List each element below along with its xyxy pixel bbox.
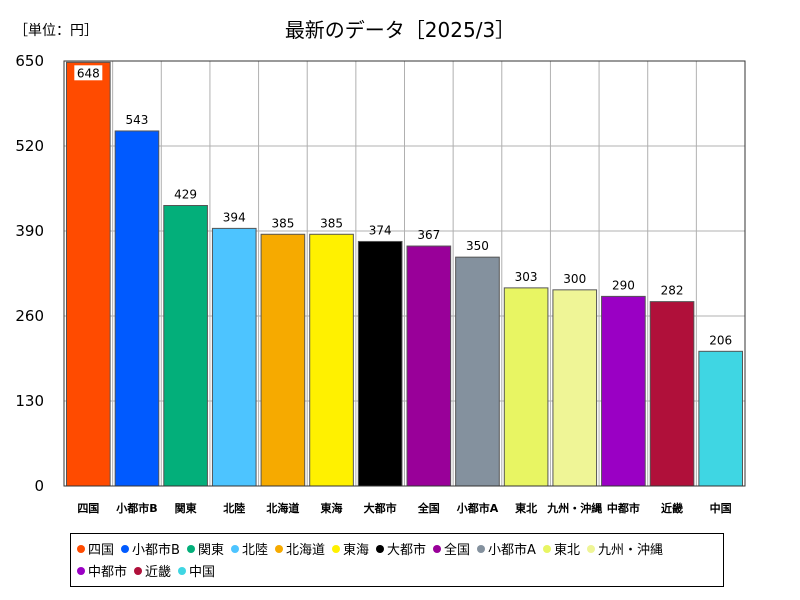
x-tick-label: 関東 <box>175 501 198 515</box>
data-label: 374 <box>369 223 392 237</box>
data-label: 303 <box>515 270 538 284</box>
x-tick-label: 小都市A <box>456 501 499 515</box>
bar <box>66 61 111 487</box>
bar <box>211 227 257 487</box>
legend-item: 関東 <box>186 540 224 562</box>
legend-item: 北陸 <box>230 540 268 562</box>
data-label: 648 <box>77 66 100 80</box>
legend-label: 四国 <box>88 543 115 558</box>
x-tick-label: 四国 <box>77 502 99 515</box>
y-tick-label: 0 <box>34 477 44 495</box>
data-label-background <box>74 65 103 81</box>
bar <box>552 289 598 487</box>
data-label: 543 <box>126 113 149 127</box>
legend-label: 九州・沖縄 <box>597 543 663 558</box>
x-tick-label: 中国 <box>710 501 732 515</box>
data-label: 394 <box>223 210 246 224</box>
chart-legend: 四国 小都市B 関東 北陸 北海道 東海 大都市 全国 小都市A 東北 九州・沖縄中都市 近畿 中国 <box>70 533 724 587</box>
x-tick-label: 九州・沖縄 <box>546 501 602 515</box>
legend-label: 小都市B <box>132 543 180 558</box>
y-tick-label: 650 <box>15 52 44 70</box>
y-tick-label: 260 <box>15 307 44 325</box>
x-tick-label: 東北 <box>515 501 537 515</box>
x-tick-label: 小都市B <box>115 501 157 515</box>
legend-swatch <box>376 545 384 553</box>
data-label: 282 <box>661 284 684 298</box>
legend-item: 東北 <box>542 540 580 562</box>
legend-swatch <box>274 545 283 553</box>
legend-label: 大都市 <box>387 543 427 558</box>
x-tick-label: 近畿 <box>661 501 683 515</box>
x-tick-label: 大都市 <box>364 501 397 515</box>
x-tick-label: 北海道 <box>266 501 299 515</box>
legend-item: 中国 <box>178 562 215 584</box>
bar <box>309 233 354 487</box>
legend-item: 小都市B <box>121 540 180 562</box>
legend-swatch <box>477 545 486 553</box>
data-label: 367 <box>417 228 440 242</box>
plot-border <box>63 60 746 487</box>
bar <box>698 350 743 487</box>
legend-item: 近畿 <box>134 562 171 584</box>
legend-label: 北陸 <box>241 543 268 558</box>
bar <box>260 233 306 487</box>
legend-swatch <box>433 545 442 553</box>
y-tick-label: 520 <box>15 137 44 155</box>
bar <box>357 240 403 487</box>
bar <box>649 301 695 487</box>
legend-item: 小都市A <box>477 540 536 562</box>
y-tick-label: 390 <box>15 222 44 240</box>
legend-label: 関東 <box>197 543 224 558</box>
legend-item: 四国 <box>77 540 114 562</box>
legend-swatch <box>77 545 85 553</box>
data-label: 206 <box>709 333 732 347</box>
legend-swatch <box>178 567 187 575</box>
legend-swatch <box>542 545 551 553</box>
y-tick-label: 130 <box>15 392 44 410</box>
bar <box>406 245 452 487</box>
x-tick-label: 全国 <box>417 501 440 515</box>
legend-swatch <box>121 545 130 553</box>
legend-item: 中都市 <box>77 562 127 584</box>
legend-label: 全国 <box>444 543 471 558</box>
legend-item: 全国 <box>433 540 470 562</box>
data-label: 300 <box>563 272 586 286</box>
legend-swatch <box>586 545 595 553</box>
chart-title: 最新のデータ［2025/3］ <box>284 18 516 42</box>
legend-label: 小都市A <box>488 543 536 558</box>
legend-swatch <box>186 545 195 553</box>
x-tick-label: 中都市 <box>607 501 640 515</box>
legend-label: 中国 <box>189 565 216 580</box>
x-tick-label: 東海 <box>321 501 343 515</box>
data-label: 429 <box>174 188 197 202</box>
legend-label: 北海道 <box>285 543 325 558</box>
legend-swatch <box>77 567 85 575</box>
legend-label: 中都市 <box>88 565 128 580</box>
legend-item: 大都市 <box>376 540 426 562</box>
bar <box>601 295 646 487</box>
legend-item: 九州・沖縄 <box>586 540 663 562</box>
legend-swatch <box>134 567 143 575</box>
legend-label: 東海 <box>342 543 369 558</box>
bar <box>114 130 160 487</box>
data-label: 350 <box>466 239 489 253</box>
x-tick-label: 北陸 <box>223 501 245 515</box>
legend-item: 北海道 <box>274 540 325 562</box>
legend-item: 東海 <box>331 540 369 562</box>
legend-label: 東北 <box>553 543 580 558</box>
legend-swatch <box>230 545 239 553</box>
bar <box>503 287 549 487</box>
data-label: 385 <box>271 216 294 230</box>
unit-label: ［単位：円］ <box>14 23 98 39</box>
bar <box>163 205 208 487</box>
data-label: 290 <box>612 278 635 292</box>
bar <box>455 256 500 487</box>
legend-swatch <box>331 545 340 553</box>
data-label: 385 <box>320 216 343 230</box>
legend-label: 近畿 <box>145 565 172 580</box>
